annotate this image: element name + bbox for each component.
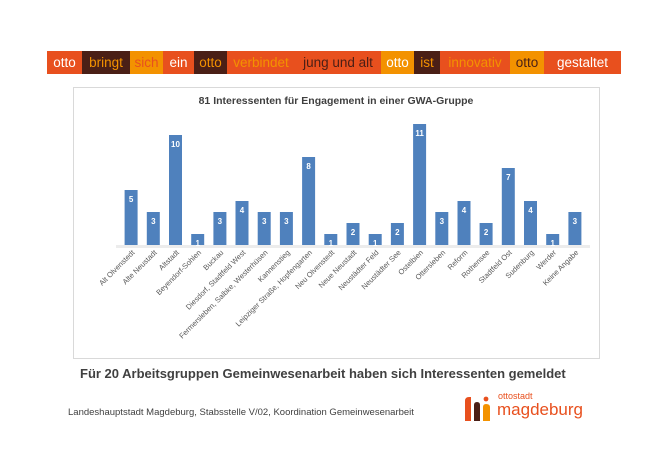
chart-floor (116, 245, 590, 248)
banner-word: gestaltet (544, 51, 621, 74)
banner-word: ein (163, 51, 194, 74)
data-label: 3 (284, 217, 289, 226)
banner-word: sich (130, 51, 163, 74)
data-label: 1 (195, 239, 200, 248)
data-label: 4 (462, 206, 467, 215)
data-label: 1 (373, 239, 378, 248)
bar (413, 124, 427, 245)
bar (324, 234, 338, 245)
logo-wordmark-small: ottostadt (498, 391, 533, 401)
bar (546, 234, 560, 245)
data-label: 10 (171, 140, 180, 149)
banner-word: otto (47, 51, 82, 74)
data-label: 1 (550, 239, 555, 248)
data-label: 3 (262, 217, 267, 226)
bar (390, 223, 404, 245)
banner-word: verbindet (227, 51, 295, 74)
data-label: 3 (440, 217, 445, 226)
bar (457, 201, 471, 245)
chart-caption: Für 20 Arbeitsgruppen Gemeinwesenarbeit … (80, 366, 566, 381)
bar (191, 234, 205, 245)
data-label: 7 (506, 173, 511, 182)
data-label: 4 (240, 206, 245, 215)
data-label: 5 (129, 195, 134, 204)
chart-panel: 81 Interessenten für Engagement in einer… (73, 87, 600, 359)
bar (568, 212, 582, 245)
data-label: 3 (218, 217, 223, 226)
banner-word: innovativ (440, 51, 510, 74)
banner-word: otto (510, 51, 544, 74)
banner-word: otto (381, 51, 414, 74)
banner-word: otto (194, 51, 227, 74)
bar (479, 223, 493, 245)
bar (169, 135, 182, 245)
bar (235, 201, 249, 245)
bar (346, 223, 360, 245)
ottostadt-logo-icon (465, 396, 490, 421)
ottostadt-logo: ottostadt magdeburg (462, 391, 602, 427)
data-label: 2 (395, 228, 400, 237)
bar (279, 212, 293, 245)
banner-word: ist (414, 51, 440, 74)
data-label: 1 (329, 239, 334, 248)
data-label: 3 (573, 217, 578, 226)
data-label: 3 (151, 217, 156, 226)
banner-word: bringt (82, 51, 130, 74)
bar (257, 212, 271, 245)
logo-wordmark: magdeburg (497, 400, 584, 419)
banner-word: jung und alt (295, 51, 381, 74)
bar (146, 212, 160, 245)
chart-title: 81 Interessenten für Engagement in einer… (199, 95, 474, 107)
bar (368, 234, 382, 245)
bar (213, 212, 227, 245)
bar (124, 190, 138, 245)
data-label: 11 (415, 129, 424, 138)
data-label: 8 (306, 162, 311, 171)
bar-chart: 81 Interessenten für Engagement in einer… (97, 95, 590, 340)
bar (302, 157, 316, 245)
data-label: 2 (351, 228, 356, 237)
bar (435, 212, 449, 245)
bar (501, 168, 515, 245)
footer-text: Landeshauptstadt Magdeburg, Stabsstelle … (68, 407, 414, 418)
bar (524, 201, 537, 245)
slogan-banner: otto bringt sich ein otto verbindet jung und a… (47, 51, 621, 74)
data-label: 2 (484, 228, 489, 237)
data-label: 4 (528, 206, 533, 215)
